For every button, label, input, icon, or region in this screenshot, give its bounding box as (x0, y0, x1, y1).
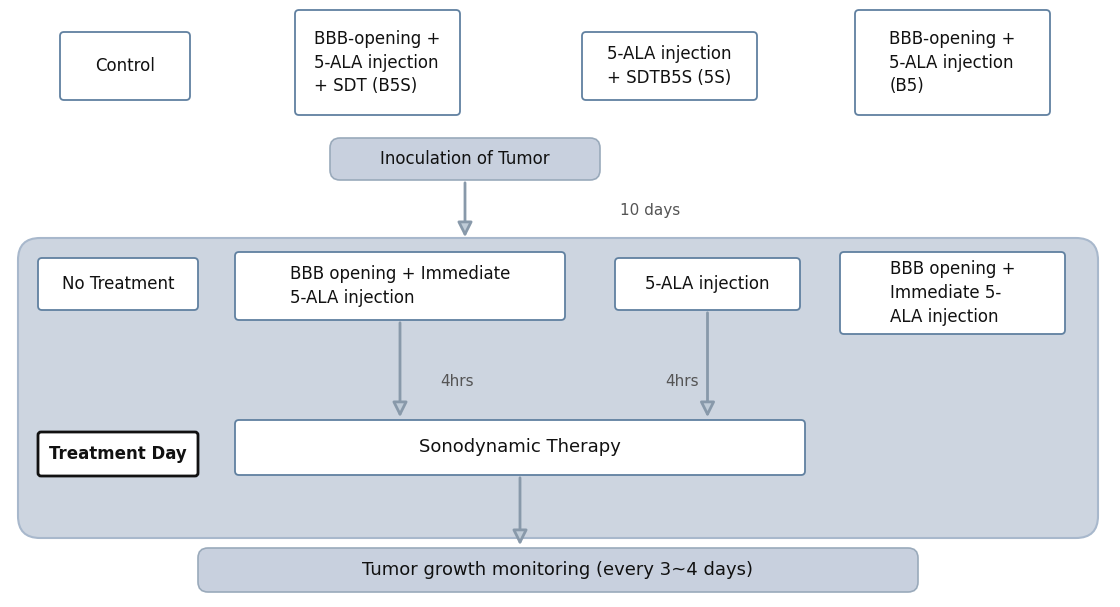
FancyBboxPatch shape (615, 258, 800, 310)
FancyBboxPatch shape (235, 252, 564, 320)
FancyBboxPatch shape (18, 238, 1098, 538)
Text: 5-ALA injection: 5-ALA injection (645, 275, 769, 293)
Text: Sonodynamic Therapy: Sonodynamic Therapy (419, 438, 620, 456)
FancyBboxPatch shape (38, 258, 198, 310)
FancyBboxPatch shape (330, 138, 600, 180)
Text: Control: Control (95, 57, 155, 75)
Text: BBB-opening +
5-ALA injection
+ SDT (B5S): BBB-opening + 5-ALA injection + SDT (B5S… (315, 30, 440, 95)
FancyBboxPatch shape (38, 432, 198, 476)
FancyBboxPatch shape (840, 252, 1065, 334)
Text: 4hrs: 4hrs (440, 375, 474, 390)
FancyBboxPatch shape (855, 10, 1051, 115)
FancyBboxPatch shape (60, 32, 190, 100)
Text: 5-ALA injection
+ SDTB5S (5S): 5-ALA injection + SDTB5S (5S) (607, 45, 731, 87)
FancyBboxPatch shape (582, 32, 757, 100)
Text: No Treatment: No Treatment (62, 275, 175, 293)
Text: Tumor growth monitoring (every 3~4 days): Tumor growth monitoring (every 3~4 days) (363, 561, 754, 579)
FancyBboxPatch shape (235, 420, 805, 475)
Text: Treatment Day: Treatment Day (49, 445, 187, 463)
Text: BBB opening + Immediate
5-ALA injection: BBB opening + Immediate 5-ALA injection (290, 265, 511, 307)
Text: BBB-opening +
5-ALA injection
(B5): BBB-opening + 5-ALA injection (B5) (889, 30, 1016, 95)
FancyBboxPatch shape (198, 548, 918, 592)
Text: 10 days: 10 days (620, 203, 680, 217)
Text: BBB opening +
Immediate 5-
ALA injection: BBB opening + Immediate 5- ALA injection (889, 260, 1015, 325)
FancyBboxPatch shape (295, 10, 460, 115)
Text: Inoculation of Tumor: Inoculation of Tumor (380, 150, 550, 168)
Text: 4hrs: 4hrs (665, 375, 699, 390)
